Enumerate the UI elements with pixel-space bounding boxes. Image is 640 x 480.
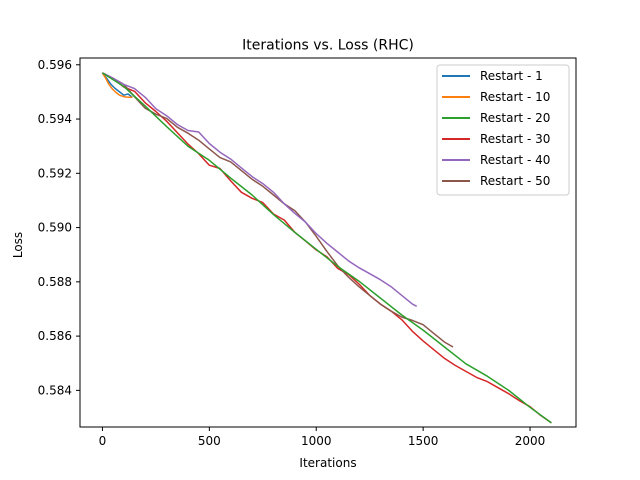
x-tick-label: 500 [198, 434, 221, 448]
y-tick-label: 0.588 [38, 275, 72, 289]
plot-frame [79, 57, 577, 428]
x-tick-label: 2000 [515, 434, 546, 448]
y-tick-label: 0.592 [38, 166, 72, 180]
series-line-3 [101, 72, 552, 424]
series-line-1 [101, 72, 133, 98]
legend-label: Restart - 20 [480, 111, 550, 125]
legend: Restart - 1 Restart - 10 Restart - 20 Resta… [436, 64, 570, 196]
x-axis-label: Iterations [299, 456, 356, 470]
series-line-2 [101, 72, 133, 99]
legend-label: Restart - 1 [480, 69, 543, 83]
x-tick-label: 1500 [408, 434, 439, 448]
series-line-6 [102, 72, 454, 348]
legend-label: Restart - 50 [480, 174, 550, 188]
chart-title: Iterations vs. Loss (RHC) [242, 38, 414, 54]
y-axis: 0.584 0.586 0.588 0.590 0.592 0.594 0.596 [38, 58, 80, 397]
legend-label: Restart - 40 [480, 153, 550, 167]
x-tick-label: 1000 [301, 434, 332, 448]
y-tick-label: 0.584 [38, 383, 72, 397]
y-tick-label: 0.590 [38, 221, 72, 235]
x-tick-label: 0 [99, 434, 107, 448]
y-tick-label: 0.596 [38, 58, 72, 72]
x-axis: 0 500 1000 1500 2000 [99, 427, 546, 448]
series-line-5 [102, 72, 418, 307]
y-tick-label: 0.594 [38, 112, 72, 126]
legend-label: Restart - 10 [480, 90, 550, 104]
y-tick-label: 0.586 [38, 329, 72, 343]
plot-area [79, 57, 577, 428]
y-axis-label: Loss [11, 232, 25, 258]
legend-label: Restart - 30 [480, 132, 550, 146]
